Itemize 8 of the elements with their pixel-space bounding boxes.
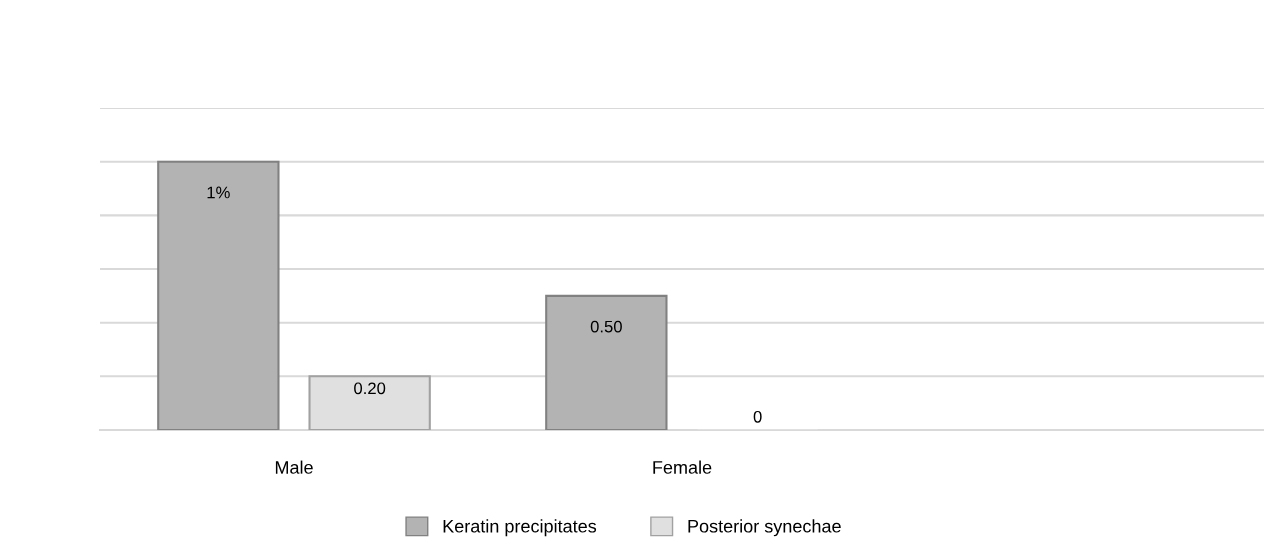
data-label: 0.20 <box>354 382 386 395</box>
x-tick-label: Female <box>653 460 712 474</box>
data-label: 0.50 <box>590 320 622 333</box>
data-label: 0 <box>753 410 762 423</box>
x-tick-label: Male <box>275 460 313 474</box>
legend-label: Keratin precipitates <box>443 519 597 537</box>
legend-label: Posterior synechae <box>688 519 841 537</box>
data-label: 1% <box>207 186 230 199</box>
